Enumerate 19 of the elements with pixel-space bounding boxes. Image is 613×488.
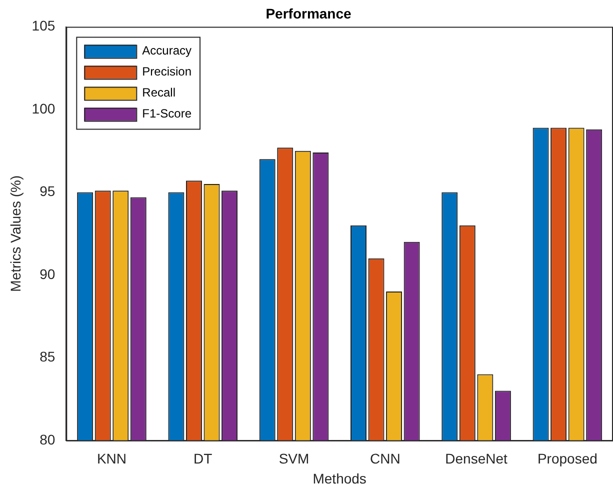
legend-label: Precision: [142, 64, 192, 79]
legend-label: Accuracy: [142, 44, 192, 58]
legend-label: Recall: [142, 86, 176, 100]
x-tick-label: SVM: [278, 450, 310, 467]
y-axis-title: Metrics Values (%): [7, 175, 24, 292]
y-tick-label: 105: [32, 18, 56, 34]
x-tick-label: KNN: [96, 450, 127, 467]
y-tick-label: 90: [40, 266, 56, 282]
chart-title: Performance: [266, 5, 352, 22]
y-tick-label: 80: [40, 431, 56, 448]
x-tick-label: DT: [194, 450, 213, 467]
x-tick-label: DenseNet: [445, 450, 508, 467]
y-tick-label: 85: [40, 348, 56, 365]
x-axis-title: Methods: [312, 470, 366, 486]
legend-label: F1-Score: [142, 106, 192, 121]
y-tick-label: 95: [40, 183, 56, 200]
x-tick-label: Proposed: [537, 450, 598, 467]
x-tick-label: CNN: [370, 450, 400, 467]
y-tick-label: 100: [32, 100, 56, 116]
